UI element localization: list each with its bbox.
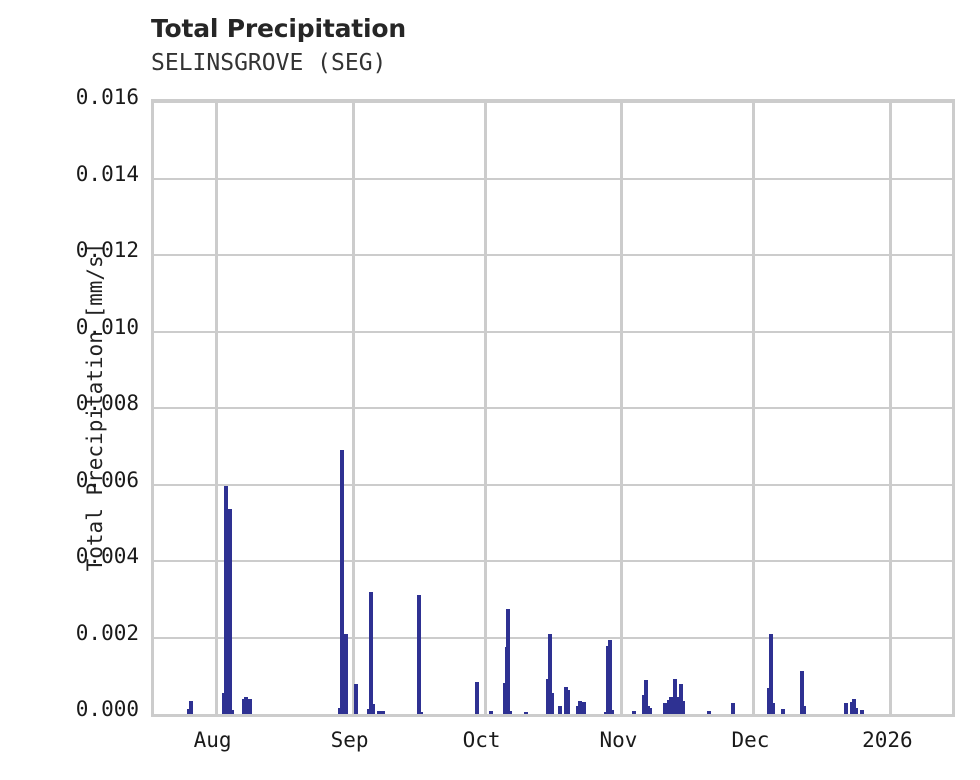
- y-axis-tick-label: 0.010: [75, 314, 139, 339]
- precipitation-bar: [800, 671, 805, 714]
- x-axis-tick-label: Aug: [193, 728, 232, 752]
- y-axis-tick-label: 0.004: [75, 544, 139, 568]
- vertical-gridline: [620, 102, 624, 714]
- precipitation-bar: [230, 709, 235, 714]
- horizontal-gridline: [154, 407, 952, 409]
- precipitation-bar: [558, 706, 563, 714]
- x-axis-tick-label: Nov: [599, 728, 638, 752]
- precipitation-bar: [647, 708, 652, 714]
- precipitation-bar: [417, 595, 422, 714]
- precipitation-bar: [860, 710, 865, 714]
- vertical-gridline: [752, 102, 756, 714]
- precipitation-bar: [673, 678, 678, 714]
- precipitation-bar: [631, 711, 636, 714]
- vertical-gridline: [214, 102, 218, 714]
- plot-inner: [154, 102, 952, 714]
- vertical-gridline: [483, 102, 487, 714]
- y-axis-tick-label: 0.006: [75, 467, 139, 492]
- precipitation-bar: [844, 702, 849, 714]
- precipitation-bar: [566, 689, 571, 714]
- precipitation-bar: [707, 710, 712, 714]
- precipitation-bar: [669, 696, 674, 714]
- precipitation-bar: [780, 709, 785, 714]
- precipitation-bar: [609, 709, 614, 714]
- x-axis-tick-label: Oct: [462, 728, 501, 752]
- precipitation-bar: [770, 703, 775, 714]
- precipitation-bar: [852, 698, 857, 714]
- y-axis-tick-label: 0.016: [75, 85, 139, 109]
- x-axis-tick-label: Dec: [731, 728, 770, 752]
- precipitation-bar: [419, 712, 424, 714]
- precipitation-bar: [371, 704, 376, 714]
- horizontal-gridline: [154, 560, 952, 562]
- precipitation-bar: [607, 640, 612, 714]
- precipitation-bar: [488, 710, 493, 714]
- precipitation-bar: [679, 684, 684, 714]
- y-axis-tick-label: 0.012: [75, 238, 139, 262]
- plot-area: [151, 99, 955, 717]
- y-axis-tick-label: 0.008: [75, 391, 139, 415]
- x-axis-tick-labels: Aug Sep Oct Nov Dec 2026: [151, 728, 955, 760]
- precipitation-bar: [343, 634, 348, 714]
- vertical-gridline: [889, 102, 893, 714]
- y-axis-tick-label: 0.014: [75, 161, 139, 186]
- horizontal-gridline: [154, 636, 952, 639]
- precipitation-bar: [581, 701, 586, 714]
- precipitation-bar: [224, 486, 229, 714]
- precipitation-bar: [474, 682, 479, 714]
- precipitation-bar: [663, 702, 668, 714]
- precipitation-bar: [381, 710, 386, 714]
- precipitation-bar: [188, 700, 193, 714]
- chart-subtitle: SELINSGROVE (SEG): [151, 50, 387, 76]
- y-axis-tick-label: 0.000: [75, 697, 139, 721]
- precipitation-bar: [577, 700, 582, 714]
- horizontal-gridline: [154, 102, 952, 103]
- horizontal-gridline: [154, 330, 952, 333]
- precipitation-bar: [353, 684, 358, 714]
- precipitation-bar: [244, 696, 249, 714]
- x-axis-tick-label: 2026: [862, 728, 913, 752]
- precipitation-bar: [228, 509, 233, 714]
- x-axis-tick-label: Sep: [330, 728, 369, 752]
- precipitation-bar: [681, 700, 686, 714]
- precipitation-bar: [802, 705, 807, 714]
- precipitation-bar: [548, 634, 553, 714]
- precipitation-bar: [643, 679, 648, 714]
- vertical-gridline: [351, 102, 355, 714]
- precipitation-bar: [508, 710, 513, 714]
- y-axis-tick-label: 0.002: [75, 620, 139, 645]
- horizontal-gridline: [154, 177, 952, 180]
- precipitation-bar: [550, 692, 555, 714]
- precipitation-bar: [524, 711, 529, 714]
- precipitation-bar: [369, 591, 374, 714]
- precipitation-bar: [506, 608, 511, 714]
- precipitation-bar: [730, 703, 735, 714]
- precipitation-bar: [248, 699, 253, 714]
- horizontal-gridline: [154, 254, 952, 256]
- horizontal-gridline: [154, 483, 952, 486]
- precipitation-bar: [339, 450, 344, 714]
- chart-title: Total Precipitation: [151, 14, 406, 43]
- precipitation-bar: [854, 708, 859, 714]
- precipitation-bar: [768, 634, 773, 714]
- y-axis-tick-labels: 0.000 0.002 0.004 0.006 0.008 0.010 0.012 0.014…: [44, 85, 139, 721]
- precipitation-bar: [377, 710, 382, 714]
